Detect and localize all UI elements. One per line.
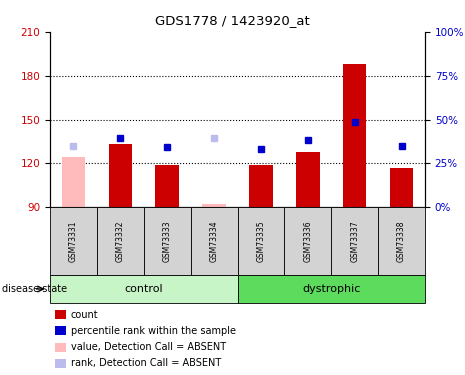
Text: GSM73338: GSM73338: [397, 220, 406, 262]
Bar: [50, 275, 238, 303]
Text: GDS1778 / 1423920_at: GDS1778 / 1423920_at: [155, 14, 310, 27]
Bar: [285, 207, 331, 275]
Bar: [202, 204, 226, 207]
Bar: [238, 275, 425, 303]
Text: GSM73336: GSM73336: [303, 220, 312, 262]
Bar: [343, 64, 366, 207]
Text: GSM73334: GSM73334: [210, 220, 219, 262]
Bar: [191, 207, 238, 275]
Text: percentile rank within the sample: percentile rank within the sample: [71, 326, 236, 336]
Text: rank, Detection Call = ABSENT: rank, Detection Call = ABSENT: [71, 358, 221, 368]
Text: disease state: disease state: [2, 284, 67, 294]
Text: value, Detection Call = ABSENT: value, Detection Call = ABSENT: [71, 342, 226, 352]
Bar: [296, 152, 319, 207]
Bar: [97, 207, 144, 275]
Bar: [62, 158, 85, 207]
Text: count: count: [71, 310, 99, 320]
Text: GSM73332: GSM73332: [116, 220, 125, 262]
Bar: [238, 207, 285, 275]
Text: GSM73337: GSM73337: [350, 220, 359, 262]
Bar: [378, 207, 425, 275]
Bar: [155, 165, 179, 207]
Text: GSM73331: GSM73331: [69, 220, 78, 262]
Text: GSM73333: GSM73333: [163, 220, 172, 262]
Bar: [109, 144, 132, 207]
Text: control: control: [125, 284, 163, 294]
Bar: [390, 168, 413, 207]
Text: GSM73335: GSM73335: [256, 220, 266, 262]
Bar: [249, 165, 272, 207]
Text: dystrophic: dystrophic: [302, 284, 360, 294]
Bar: [50, 207, 97, 275]
Bar: [144, 207, 191, 275]
Bar: [331, 207, 378, 275]
